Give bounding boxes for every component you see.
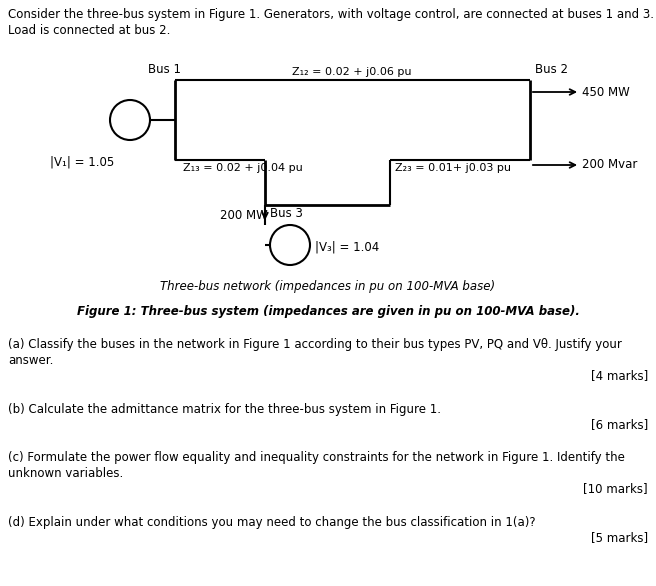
Text: Bus 1: Bus 1	[148, 63, 182, 76]
Text: Z₁₃ = 0.02 + j0.04 pu: Z₁₃ = 0.02 + j0.04 pu	[183, 163, 303, 173]
Text: Load is connected at bus 2.: Load is connected at bus 2.	[8, 24, 171, 37]
Text: (b) Calculate the admittance matrix for the three-bus system in Figure 1.: (b) Calculate the admittance matrix for …	[8, 403, 441, 415]
Text: 200 MW: 200 MW	[220, 209, 268, 222]
Text: answer.: answer.	[8, 353, 53, 366]
Text: [10 marks]: [10 marks]	[583, 482, 648, 496]
Text: 450 MW: 450 MW	[582, 86, 630, 98]
Text: 200 Mvar: 200 Mvar	[582, 158, 638, 172]
Text: Bus 2: Bus 2	[535, 63, 568, 76]
Text: Three-bus network (impedances in pu on 100-MVA base): Three-bus network (impedances in pu on 1…	[161, 280, 495, 293]
Text: Figure 1: Three-bus system (impedances are given in pu on 100-MVA base).: Figure 1: Three-bus system (impedances a…	[77, 305, 579, 318]
Text: |V₁| = 1.05: |V₁| = 1.05	[50, 155, 114, 168]
Text: Z₁₂ = 0.02 + j0.06 pu: Z₁₂ = 0.02 + j0.06 pu	[293, 67, 412, 77]
Text: Z₂₃ = 0.01+ j0.03 pu: Z₂₃ = 0.01+ j0.03 pu	[395, 163, 511, 173]
Text: [4 marks]: [4 marks]	[591, 369, 648, 382]
Text: (a) Classify the buses in the network in Figure 1 according to their bus types P: (a) Classify the buses in the network in…	[8, 338, 622, 351]
Text: |V₃| = 1.04: |V₃| = 1.04	[315, 240, 379, 254]
Text: unknown variables.: unknown variables.	[8, 467, 123, 480]
Text: (d) Explain under what conditions you may need to change the bus classification : (d) Explain under what conditions you ma…	[8, 516, 536, 529]
Text: [6 marks]: [6 marks]	[591, 418, 648, 431]
Text: (c) Formulate the power flow equality and inequality constraints for the network: (c) Formulate the power flow equality an…	[8, 451, 625, 465]
Text: Consider the three-bus system in Figure 1. Generators, with voltage control, are: Consider the three-bus system in Figure …	[8, 8, 654, 21]
Text: [5 marks]: [5 marks]	[591, 532, 648, 544]
Text: Bus 3: Bus 3	[270, 207, 303, 220]
